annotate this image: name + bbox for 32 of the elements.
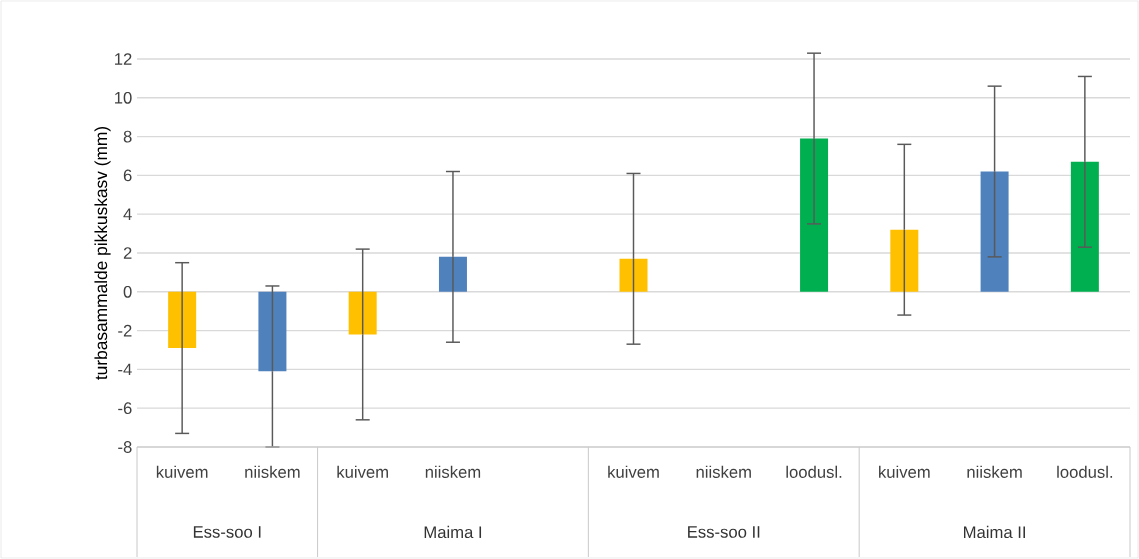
y-tick-label: -8 — [118, 441, 132, 453]
x-tick-label: niiskem — [696, 465, 751, 478]
y-tick-label: 12 — [115, 53, 132, 65]
text: Maima I — [424, 525, 482, 539]
bar — [348, 291, 377, 335]
y-tick-label: -2 — [118, 324, 132, 337]
x-tick-label: kuivem — [156, 465, 208, 478]
x-tick-label: kuivem — [337, 465, 388, 478]
y-tick-label: 2 — [123, 247, 132, 259]
x-tick-label: loodusl. — [1057, 465, 1113, 478]
y-tick-label: 6 — [123, 169, 132, 182]
text: Ess-soo I — [193, 526, 261, 538]
y-tick-label: -6 — [118, 402, 132, 415]
bar — [890, 229, 919, 292]
bar — [168, 291, 197, 349]
x-tick-label: niiskem — [245, 465, 300, 478]
text: Ess-soo II — [688, 526, 760, 538]
y-tick-label: 8 — [123, 130, 132, 143]
x-tick-label: kuivem — [879, 465, 930, 478]
x-tick-label: niiskem — [967, 465, 1022, 478]
bar — [438, 256, 467, 292]
bar — [619, 258, 648, 292]
y-tick-label: 4 — [123, 208, 132, 220]
y-axis-title: turbasammalde pikkuskasv (mm) — [94, 126, 111, 380]
text: Maima II — [964, 525, 1025, 539]
x-tick-label: niiskem — [425, 465, 481, 478]
x-tick-label: kuivem — [608, 465, 659, 478]
y-tick-label: 0 — [123, 285, 132, 298]
x-tick-label: loodusl. — [786, 465, 842, 478]
y-tick-label: 10 — [115, 91, 132, 104]
y-tick-label: -4 — [118, 363, 132, 376]
bar — [258, 291, 287, 372]
